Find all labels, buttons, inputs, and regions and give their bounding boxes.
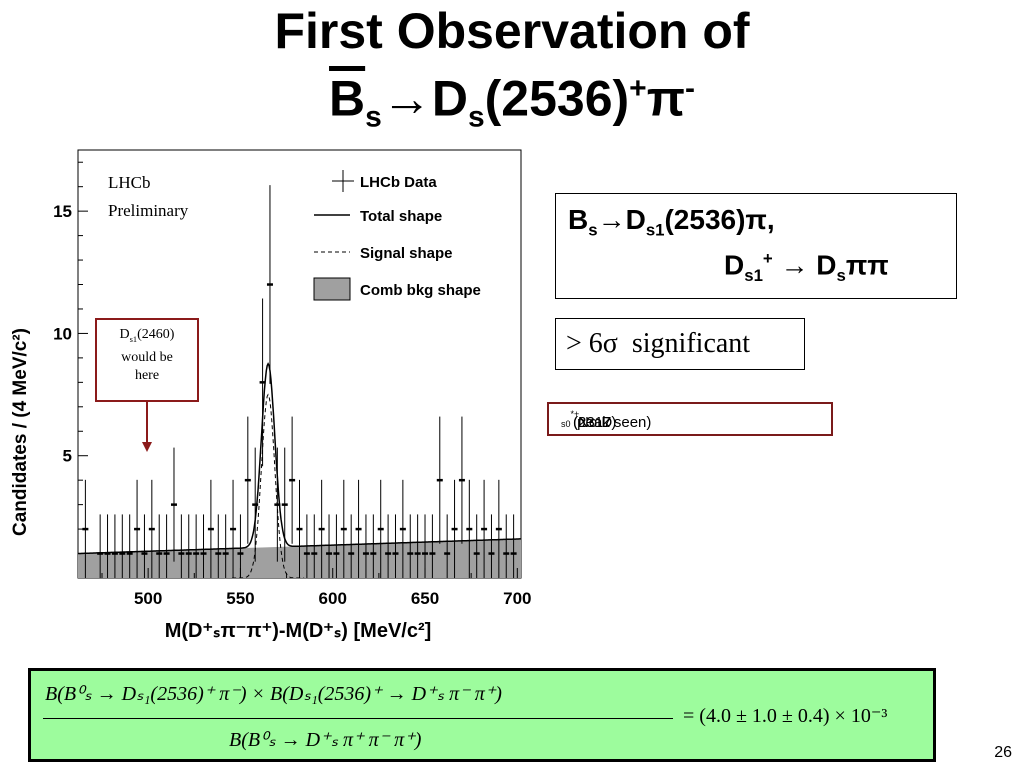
legend-signal-label: Signal shape — [360, 245, 453, 262]
legend-data-label: LHCb Data — [360, 174, 437, 191]
x-axis-label: M(D⁺ₛπ⁻π⁺)-M(D⁺ₛ) [MeV/c²] — [165, 620, 432, 642]
annotation-arrow-head — [142, 442, 152, 452]
title-bs-sub: s — [365, 100, 382, 134]
formula-numerator: B(B⁰ₛ → Dₛ₁(2536)⁺ π⁻) × B(Dₛ₁(2536)⁺ → … — [45, 683, 502, 705]
mode-arrow: → — [597, 204, 626, 235]
mass-plot: 500 550 600 650 700 5 10 15 LHCb Preliminary M… — [0, 140, 545, 650]
data-error-bars — [82, 185, 517, 578]
x-axis-ticks: 500 550 600 650 700 — [101, 568, 531, 608]
title-bs: B — [329, 70, 366, 127]
mode-d-sub: s1 — [645, 220, 665, 240]
y-axis-label: Candidates / (4 MeV/c²) — [10, 328, 31, 536]
branching-ratio-formula: B(B⁰ₛ → Dₛ₁(2536)⁺ π⁻) × B(Dₛ₁(2536)⁺ → … — [28, 668, 936, 762]
y-tick-label: 15 — [53, 202, 72, 221]
decay-mode-line1: Bs→Ds1(2536)π, — [568, 204, 775, 241]
mass-plot-svg: 500 550 600 650 700 5 10 15 LHCb Preliminary M… — [10, 149, 531, 642]
ds1-sub: s1 — [129, 334, 138, 344]
mode2-d: D — [724, 249, 745, 281]
significance-box: > 6σ significant — [555, 318, 805, 370]
preliminary-label: Preliminary — [108, 201, 189, 220]
ds1-line2: would be — [121, 349, 173, 365]
mode-b-sub: s — [588, 220, 598, 240]
x-tick-label: 500 — [134, 589, 162, 608]
significance-text: > 6σ significant — [566, 328, 751, 359]
total-shape-curve — [78, 362, 521, 555]
mode2-ds: D — [816, 249, 837, 281]
mode-b: B — [568, 204, 589, 235]
mode2-plus: + — [762, 249, 773, 268]
title-arrow: → — [381, 70, 432, 127]
ds1-d: D — [119, 327, 130, 342]
page-number: 26 — [994, 744, 1012, 761]
title-pi: π — [646, 70, 685, 127]
legend-bkg-label: Comb bkg shape — [360, 282, 481, 299]
title-mass: (2536) — [484, 70, 630, 127]
mode2-arrow: → — [772, 249, 817, 281]
x-tick-label: 550 — [226, 589, 254, 608]
slide-title-line2: Bs→Ds(2536)+π- — [0, 62, 1024, 145]
y-axis-ticks: 5 10 15 — [53, 161, 88, 555]
legend-bkg-swatch — [313, 277, 351, 301]
title-plus: + — [629, 72, 647, 105]
ds1-line3: here — [134, 367, 160, 383]
formula-denominator: B(B⁰ₛ → D⁺ₛ π⁺ π⁻ π⁺) — [229, 729, 422, 751]
title-minus: - — [684, 72, 695, 105]
nods-sup2: + — [574, 409, 580, 419]
formula-result: = (4.0 ± 1.0 ± 0.4) × 10⁻³ — [683, 705, 888, 727]
x-tick-label: 700 — [503, 589, 531, 608]
mode2-ds-sub: s — [836, 265, 846, 285]
nods-sub: s0 — [561, 419, 571, 429]
lhcb-label: LHCb — [108, 173, 151, 192]
slide-title-line1: First Observation of — [274, 3, 750, 59]
title-ds: D — [431, 70, 468, 127]
formula-fraction-bar — [43, 718, 673, 719]
legend: LHCb Data Total shape Signal shape Comb … — [313, 170, 481, 301]
y-tick-label: 10 — [53, 324, 72, 343]
ds1-mass: (2460) — [137, 327, 175, 342]
decay-mode-line2: Ds1+ → Dsππ — [724, 249, 889, 286]
mode-d: D — [625, 204, 646, 235]
title-ds-sub: s — [467, 100, 485, 134]
y-tick-label: 5 — [63, 447, 72, 466]
decay-mode-box: Bs→Ds1(2536)π, Ds1+ → Dsππ — [555, 193, 957, 299]
mode2-pipi: ππ — [845, 249, 889, 281]
nods-pre: (No D — [573, 414, 613, 431]
x-tick-label: 600 — [319, 589, 347, 608]
legend-total-label: Total shape — [360, 208, 442, 225]
x-tick-label: 650 — [411, 589, 439, 608]
ds1-2460-text: Ds1(2460) would be here — [97, 326, 197, 385]
nods-sup: * — [570, 409, 575, 419]
mode-rest: (2536)π, — [664, 204, 775, 235]
nods-end: peak seen) — [573, 414, 652, 431]
mode2-d-sub: s1 — [744, 265, 763, 285]
nods-post: (2317) — [573, 414, 617, 431]
signal-shape-curve — [232, 393, 305, 579]
ds1-2460-annotation: Ds1(2460) would be here — [95, 318, 199, 402]
